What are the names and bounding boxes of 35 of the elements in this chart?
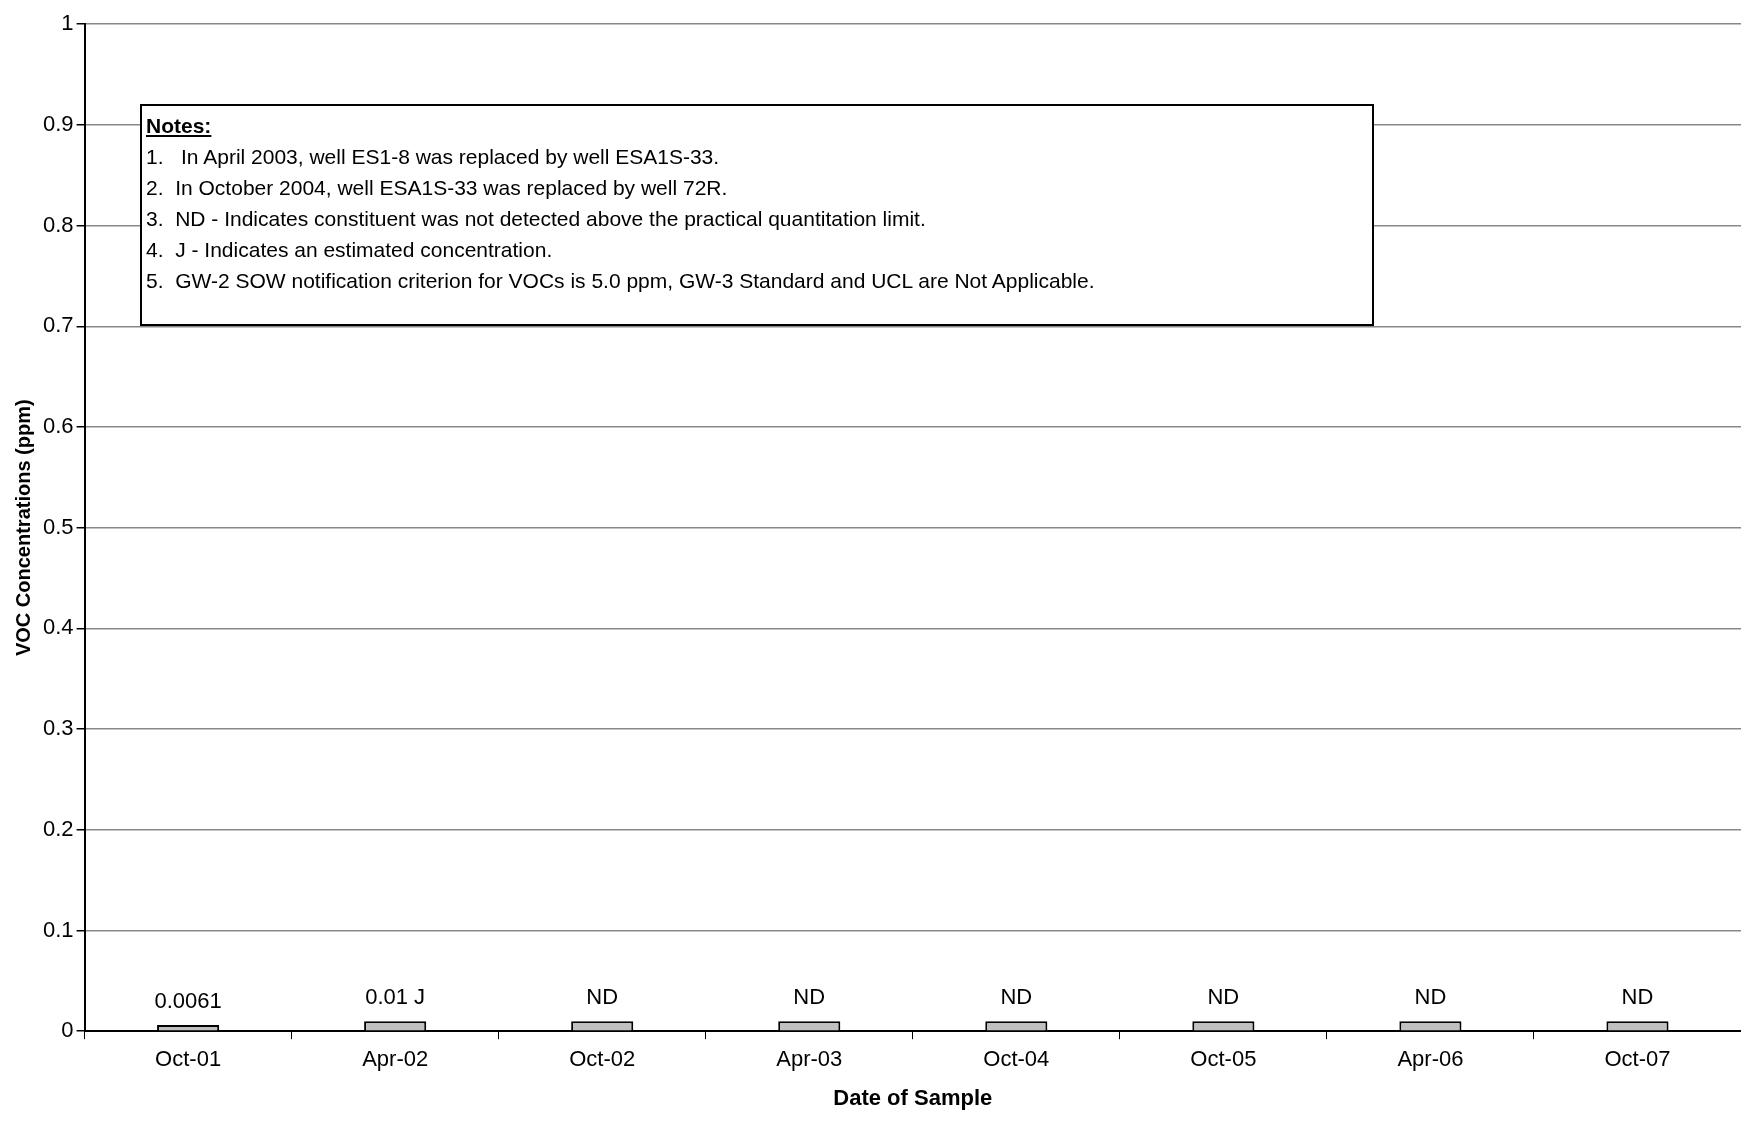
x-axis-title: Date of Sample [833, 1084, 993, 1110]
y-tick-label: 0.6 [42, 413, 74, 439]
data-label: ND [586, 984, 619, 1010]
x-tick-label: Oct-01 [155, 1046, 222, 1072]
x-tick-label: Apr-03 [776, 1046, 843, 1072]
y-tick-label: 0.3 [42, 715, 74, 741]
data-label: 0.0061 [154, 988, 222, 1014]
data-label: ND [1414, 984, 1447, 1010]
y-tick-label: 0.9 [42, 110, 74, 136]
annotation: 5. GW-2 SOW notification criterion for VOCs is 5.0 ppm, GW-3 Standard and UCL are Not Applicable. [146, 268, 1096, 294]
data-label: 0.01 J [365, 984, 426, 1010]
annotation: 1. In April 2003, well ES1-8 was replaced by well ESA1S-33. [146, 144, 721, 170]
y-tick-label: 0 [61, 1017, 74, 1043]
y-tick-label: 0.8 [42, 211, 74, 237]
data-label: ND [1621, 984, 1654, 1010]
x-tick-label: Apr-02 [362, 1046, 429, 1072]
annotation: 3. ND - Indicates constituent was not detected above the practical quantitation limit. [146, 206, 927, 232]
annotation: Notes: [146, 113, 213, 139]
y-tick-label: 0.5 [42, 513, 74, 539]
annotation: 4. J - Indicates an estimated concentration. [146, 237, 554, 263]
y-tick-label: 0.4 [42, 614, 74, 640]
x-tick-label: Apr-06 [1397, 1046, 1464, 1072]
y-tick-label: 1 [61, 10, 74, 36]
annotation: 2. In October 2004, well ESA1S-33 was replaced by well 72R. [146, 175, 729, 201]
data-label: ND [793, 984, 826, 1010]
y-tick-label: 0.1 [42, 916, 74, 942]
data-label: ND [1207, 984, 1240, 1010]
y-tick-label: 0.2 [42, 815, 74, 841]
x-tick-label: Oct-04 [983, 1046, 1050, 1072]
data-label: ND [1000, 984, 1033, 1010]
y-axis-title: VOC Concentrations (ppm) [11, 399, 34, 657]
x-tick-label: Oct-07 [1604, 1046, 1671, 1072]
x-tick-label: Oct-05 [1190, 1046, 1257, 1072]
x-tick-label: Oct-02 [569, 1046, 636, 1072]
y-tick-label: 0.7 [42, 312, 74, 338]
